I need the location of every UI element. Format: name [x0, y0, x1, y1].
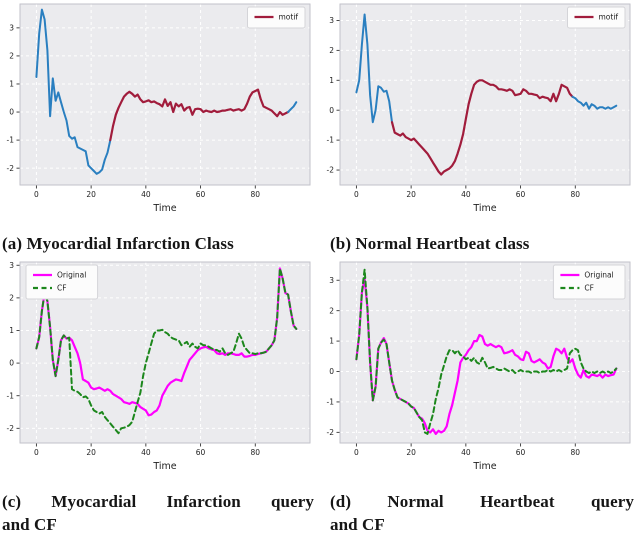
series-cf — [355, 268, 618, 435]
svg-text:80: 80 — [571, 190, 581, 199]
series-original — [35, 267, 298, 417]
legend: motif — [247, 6, 306, 29]
svg-text:-1: -1 — [327, 398, 335, 407]
series-cf — [35, 267, 298, 435]
svg-text:0: 0 — [354, 190, 359, 199]
svg-text:0: 0 — [34, 190, 39, 199]
tick-marks — [336, 20, 576, 189]
caption-d-line1: (d) Normal Heartbeat query — [330, 492, 634, 511]
legend-label-motif: motif — [279, 13, 299, 22]
subplot-c-myocardial-cf: 0 20 40 60 80 -2 -1 0 1 2 3 Time Original CF — [0, 258, 320, 483]
svg-text:3: 3 — [9, 261, 14, 270]
svg-text:80: 80 — [251, 448, 261, 457]
svg-text:0: 0 — [354, 448, 359, 457]
legend: motif — [567, 6, 626, 29]
caption-d-line2: and CF — [330, 515, 385, 534]
x-axis-label: Time — [472, 461, 496, 472]
svg-text:60: 60 — [516, 448, 526, 457]
svg-text:0: 0 — [34, 448, 39, 457]
svg-text:40: 40 — [141, 448, 151, 457]
caption-c-line2: and CF — [2, 515, 57, 534]
legend: Original CF — [552, 264, 626, 300]
svg-text:1: 1 — [329, 76, 334, 85]
svg-text:0: 0 — [329, 367, 334, 376]
tick-marks — [16, 27, 256, 189]
svg-text:-1: -1 — [7, 136, 15, 145]
svg-text:20: 20 — [86, 448, 96, 457]
legend-label-original: Original — [584, 271, 613, 280]
svg-text:1: 1 — [329, 337, 334, 346]
caption-c: (c) Myocardial Infarction query and CF — [0, 483, 320, 539]
legend-label-cf: CF — [584, 284, 594, 293]
legend-label-motif: motif — [599, 13, 619, 22]
svg-text:3: 3 — [9, 23, 14, 32]
subplot-d-normal-cf: 0 20 40 60 80 -2 -1 0 1 2 3 Time Original CF — [320, 258, 640, 483]
svg-text:-2: -2 — [7, 424, 15, 433]
legend: Original CF — [25, 264, 99, 300]
caption-c-line1: (c) Myocardial Infarction query — [2, 492, 314, 511]
svg-text:80: 80 — [251, 190, 261, 199]
svg-text:2: 2 — [329, 306, 334, 315]
svg-text:-2: -2 — [327, 428, 335, 437]
svg-text:2: 2 — [9, 293, 14, 302]
series-original — [355, 277, 618, 435]
tick-labels: 0 20 40 60 80 -2 -1 0 1 2 3 — [327, 16, 581, 199]
gridlines — [20, 4, 310, 185]
tick-marks — [16, 264, 256, 447]
svg-text:0: 0 — [9, 108, 14, 117]
chart-canvas-a: 0 20 40 60 80 -2 -1 0 1 2 3 Time motif — [7, 3, 311, 214]
svg-text:40: 40 — [461, 448, 471, 457]
svg-text:0: 0 — [329, 106, 334, 115]
x-axis-label: Time — [152, 203, 176, 214]
chart-canvas-d: 0 20 40 60 80 -2 -1 0 1 2 3 Time Original CF — [327, 261, 631, 472]
tick-labels: 0 20 40 60 80 -2 -1 0 1 2 3 — [327, 276, 581, 457]
caption-d: (d) Normal Heartbeat query and CF — [320, 483, 640, 539]
charts-row-top: 0 20 40 60 80 -2 -1 0 1 2 3 Time motif 0 20 40 60 80 -2 -1… — [0, 0, 640, 225]
series-query-post — [571, 95, 618, 110]
caption-b: (b) Normal Heartbeat class — [330, 234, 530, 253]
captions-row-top: (a) Myocardial Infarction Class (b) Norm… — [0, 225, 640, 258]
svg-text:1: 1 — [9, 326, 14, 335]
legend-label-original: Original — [57, 271, 86, 280]
series-motif — [390, 79, 574, 176]
subplot-a-myocardial-motif: 0 20 40 60 80 -2 -1 0 1 2 3 Time motif — [0, 0, 320, 225]
x-axis-label: Time — [472, 203, 496, 214]
series-query-post — [287, 101, 298, 113]
series-query-pre — [355, 13, 393, 124]
svg-text:3: 3 — [329, 276, 334, 285]
svg-text:40: 40 — [461, 190, 471, 199]
svg-text:-2: -2 — [327, 166, 335, 175]
svg-text:2: 2 — [9, 52, 14, 61]
tick-labels: 0 20 40 60 80 -2 -1 0 1 2 3 — [7, 23, 261, 199]
svg-text:2: 2 — [329, 46, 334, 55]
svg-text:60: 60 — [196, 190, 206, 199]
svg-text:-1: -1 — [7, 391, 15, 400]
series-motif — [109, 88, 290, 142]
svg-text:3: 3 — [329, 16, 334, 25]
chart-canvas-b: 0 20 40 60 80 -2 -1 0 1 2 3 Time motif — [327, 3, 631, 214]
caption-a: (a) Myocardial Infarction Class — [2, 234, 234, 253]
tick-labels: 0 20 40 60 80 -2 -1 0 1 2 3 — [7, 261, 261, 457]
svg-text:20: 20 — [86, 190, 96, 199]
svg-text:0: 0 — [9, 359, 14, 368]
svg-text:20: 20 — [406, 190, 416, 199]
charts-row-bottom: 0 20 40 60 80 -2 -1 0 1 2 3 Time Original CF 0 20 40 60 8… — [0, 258, 640, 483]
legend-label-cf: CF — [57, 284, 67, 293]
svg-text:40: 40 — [141, 190, 151, 199]
series-query-pre — [35, 8, 112, 175]
svg-text:60: 60 — [516, 190, 526, 199]
captions-row-bottom: (c) Myocardial Infarction query and CF (… — [0, 483, 640, 539]
svg-text:1: 1 — [9, 80, 14, 89]
subplot-b-normal-motif: 0 20 40 60 80 -2 -1 0 1 2 3 Time motif — [320, 0, 640, 225]
svg-text:-1: -1 — [327, 136, 335, 145]
svg-text:-2: -2 — [7, 164, 15, 173]
tick-marks — [336, 279, 576, 447]
svg-text:80: 80 — [571, 448, 581, 457]
svg-text:20: 20 — [406, 448, 416, 457]
chart-canvas-c: 0 20 40 60 80 -2 -1 0 1 2 3 Time Original CF — [7, 261, 311, 472]
svg-text:60: 60 — [196, 448, 206, 457]
x-axis-label: Time — [152, 461, 176, 472]
